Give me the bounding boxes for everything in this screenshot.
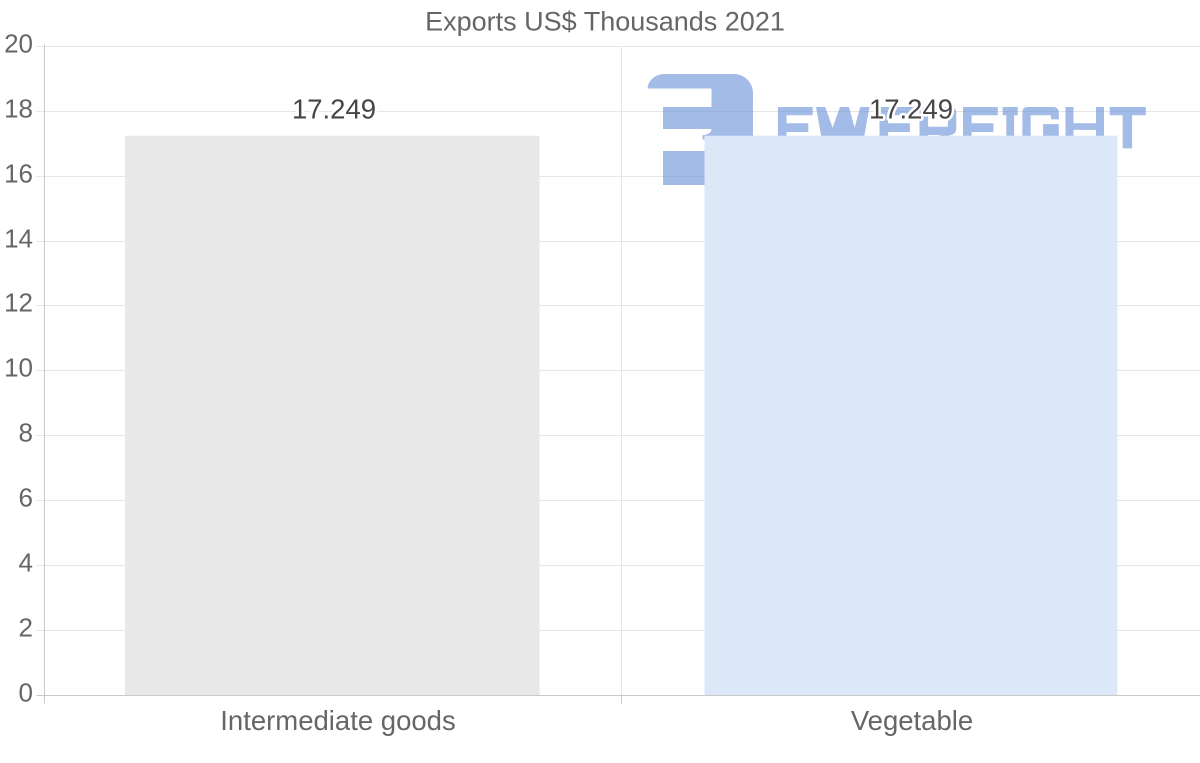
- svg-text:17.249: 17.249: [292, 94, 376, 125]
- svg-text:0: 0: [19, 678, 33, 708]
- svg-text:8: 8: [19, 418, 33, 448]
- svg-text:Exports US$ Thousands 2021: Exports US$ Thousands 2021: [425, 6, 785, 36]
- svg-text:Vegetable: Vegetable: [851, 705, 973, 736]
- svg-text:18: 18: [4, 94, 33, 124]
- svg-text:4: 4: [19, 548, 33, 578]
- svg-text:17.249: 17.249: [869, 94, 953, 125]
- svg-text:2: 2: [19, 613, 33, 643]
- svg-text:10: 10: [4, 353, 33, 383]
- svg-text:14: 14: [4, 224, 33, 254]
- svg-text:20: 20: [4, 29, 33, 59]
- svg-text:Intermediate goods: Intermediate goods: [220, 705, 455, 736]
- svg-text:16: 16: [4, 159, 33, 189]
- svg-text:6: 6: [19, 483, 33, 513]
- svg-text:12: 12: [4, 288, 33, 318]
